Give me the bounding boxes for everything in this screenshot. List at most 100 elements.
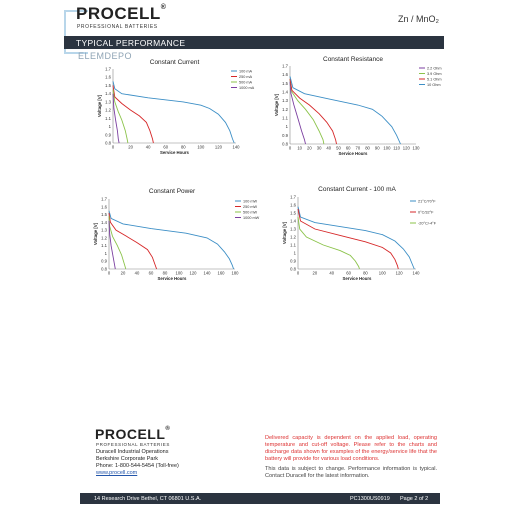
y-tick-label: 1.2	[290, 235, 296, 240]
contact-block: Duracell Industrial Operations Berkshire…	[96, 449, 256, 477]
x-tick-label: 120	[215, 145, 223, 150]
x-tick-label: 90	[375, 146, 380, 151]
x-tick-label: 100	[383, 146, 391, 151]
x-tick-label: 80	[363, 271, 368, 276]
y-tick-label: 1.2	[101, 235, 107, 240]
x-tick-label: 70	[356, 146, 361, 151]
chart-constant-power: Constant Power 0.8 0.9 1 1.1 1.2 1.3 1.4 1.5 1.6 1…	[93, 188, 260, 281]
y-tick-label: 1.1	[290, 243, 296, 248]
x-axis-label: Service Hours	[158, 276, 188, 281]
y-tick-label: 1.5	[290, 211, 296, 216]
chart-title: Constant Current - 100 mA	[318, 186, 396, 193]
bottom-bar	[80, 493, 440, 504]
footer-brand-subtitle: PROFESSIONAL BATTERIES	[96, 442, 170, 447]
chart-constant-current-100ma: Constant Current - 100 mA 0.8 0.9 1 1.1 1.2 1.…	[282, 186, 437, 281]
x-tick-label: 30	[317, 146, 322, 151]
series-line	[297, 216, 360, 270]
series-line	[289, 81, 306, 145]
series-line	[297, 206, 415, 270]
x-tick-label: 60	[149, 271, 154, 276]
x-tick-label: 100	[176, 271, 184, 276]
y-tick-label: 1.6	[290, 203, 296, 208]
series-line	[112, 89, 129, 144]
legend-label: 5.1 Ohm	[427, 77, 442, 81]
x-tick-label: 140	[233, 145, 241, 150]
legend-label: 21°C/70°F	[418, 199, 436, 203]
y-tick-label: 1.4	[101, 220, 107, 225]
y-tick-label: 1.5	[101, 212, 107, 217]
y-tick-label: 1	[109, 124, 112, 129]
watermark-text: ELEMDEPO	[78, 51, 133, 61]
x-tick-label: 40	[146, 145, 151, 150]
y-axis-label: Voltage [V]	[282, 221, 287, 244]
capacity-note: Delivered capacity is dependent on the a…	[265, 435, 437, 462]
x-tick-label: 40	[329, 271, 334, 276]
legend-label: 1000 mA	[239, 86, 255, 90]
y-tick-label: 1.1	[105, 116, 111, 121]
y-tick-label: 0.8	[282, 142, 288, 147]
series-line	[108, 210, 235, 270]
legend-label: 100 mA	[239, 69, 253, 73]
x-tick-label: 80	[181, 145, 186, 150]
doc-code: PC1300US0919	[350, 496, 390, 502]
x-tick-label: 60	[346, 271, 351, 276]
series-line	[297, 208, 399, 270]
legend-label: 500 mA	[239, 80, 253, 84]
y-tick-label: 0.9	[101, 259, 107, 264]
address-line-2: Berkshire Corporate Park	[96, 456, 159, 462]
y-tick-label: 1.5	[282, 81, 288, 86]
chart-title: Constant Current	[150, 59, 200, 66]
series-line	[289, 78, 325, 145]
website-link[interactable]: www.procell.com	[96, 470, 138, 476]
x-tick-label: 20	[121, 271, 126, 276]
x-tick-label: 80	[163, 271, 168, 276]
x-tick-label: 160	[218, 271, 226, 276]
legend-label: 2.2 Ohm	[427, 66, 442, 70]
y-tick-label: 0.9	[282, 133, 288, 138]
x-tick-label: 180	[232, 271, 240, 276]
legend-label: 3.9 Ohm	[427, 72, 442, 76]
brand-logo: PROCELL®	[76, 4, 167, 23]
y-tick-label: 0.8	[105, 141, 111, 146]
y-tick-label: 1.4	[282, 90, 288, 95]
x-tick-label: 120	[190, 271, 198, 276]
series-line	[112, 85, 154, 144]
legend-label: 100 mW	[243, 199, 258, 203]
chart-title: Constant Power	[149, 188, 196, 195]
y-axis-label: Voltage [V]	[97, 94, 102, 117]
series-line	[108, 220, 116, 270]
y-tick-label: 1.3	[101, 228, 107, 233]
section-band	[64, 36, 444, 49]
footer-brand-logo: PROCELL®	[95, 426, 171, 442]
x-tick-label: 60	[163, 145, 168, 150]
legend-label: 500 mW	[243, 210, 258, 214]
chart-constant-resistance: Constant Resistance 0.8 0.9 1 1.1 1.2 1.3 1.4 1.…	[274, 56, 442, 156]
x-tick-label: 130	[413, 146, 421, 151]
x-tick-label: 0	[289, 146, 292, 151]
x-tick-label: 20	[307, 146, 312, 151]
x-tick-label: 110	[393, 146, 400, 151]
y-tick-label: 1.6	[105, 75, 111, 80]
x-axis-label: Service Hours	[160, 150, 190, 155]
y-tick-label: 1	[105, 251, 108, 256]
series-line	[289, 76, 401, 145]
series-line	[108, 212, 158, 270]
y-tick-label: 1.7	[101, 197, 107, 202]
x-tick-label: 120	[403, 146, 411, 151]
y-tick-label: 1.3	[105, 99, 111, 104]
section-title: TYPICAL PERFORMANCE	[76, 38, 186, 48]
legend-label: -20°C/-4°F	[418, 221, 437, 225]
y-tick-label: 1.7	[290, 195, 296, 200]
y-tick-label: 0.8	[101, 267, 107, 272]
y-tick-label: 1.5	[105, 83, 111, 88]
x-tick-label: 10	[297, 146, 302, 151]
legend-label: 1000 mW	[243, 216, 260, 220]
y-tick-label: 1.7	[105, 67, 111, 72]
series-line	[112, 93, 120, 144]
x-tick-label: 0	[297, 271, 300, 276]
x-tick-label: 0	[108, 271, 111, 276]
y-tick-label: 1.1	[282, 116, 288, 121]
y-tick-label: 1.3	[282, 98, 288, 103]
x-tick-label: 20	[128, 145, 133, 150]
y-tick-label: 1.2	[282, 107, 288, 112]
